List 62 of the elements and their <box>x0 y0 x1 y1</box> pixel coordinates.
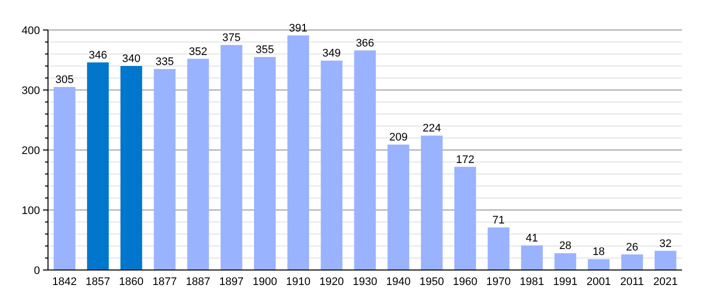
y-tick-label: 0 <box>34 265 40 277</box>
x-tick-label: 1877 <box>152 276 177 288</box>
x-tick-label: 1960 <box>452 276 478 288</box>
x-tick-label: 2021 <box>653 276 678 288</box>
x-tick-label: 1842 <box>52 276 77 288</box>
x-tick-label: 1970 <box>486 276 511 288</box>
data-label: 71 <box>492 214 505 226</box>
bar <box>488 227 510 270</box>
bar <box>87 62 109 270</box>
data-label: 32 <box>659 238 672 250</box>
bar <box>420 136 443 270</box>
data-label: 305 <box>55 74 74 86</box>
x-tick-label: 1857 <box>86 276 110 288</box>
x-tick-label: 1910 <box>286 276 310 288</box>
bar <box>120 66 142 270</box>
bar <box>521 245 543 270</box>
y-tick-label: 300 <box>22 85 40 97</box>
data-label: 209 <box>389 132 408 144</box>
data-label: 335 <box>156 56 174 68</box>
bar <box>654 250 676 270</box>
x-tick-label: 1900 <box>252 276 278 288</box>
bar <box>154 69 176 270</box>
y-tick-label: 100 <box>22 205 40 217</box>
x-tick-label: 1991 <box>553 276 578 288</box>
data-label: 340 <box>122 53 140 65</box>
x-tick-label: 1981 <box>520 276 544 288</box>
data-label: 391 <box>289 22 308 34</box>
bar <box>588 259 610 270</box>
data-label: 375 <box>222 32 241 44</box>
data-label: 352 <box>188 46 208 58</box>
bar <box>554 253 576 270</box>
x-tick-label: 1950 <box>420 276 444 288</box>
x-tick-label: 1897 <box>219 276 244 288</box>
data-label: 355 <box>256 44 274 56</box>
data-label: 172 <box>456 154 474 166</box>
y-tick-label: 200 <box>22 145 40 157</box>
x-tick-label: 2011 <box>620 276 644 288</box>
x-tick-label: 1940 <box>386 276 411 288</box>
bar <box>621 254 643 270</box>
bar <box>287 35 310 270</box>
bar <box>54 87 76 270</box>
bar <box>354 50 376 270</box>
x-tick-label: 1860 <box>119 276 144 288</box>
x-tick-label: 1887 <box>186 276 210 288</box>
data-label: 41 <box>526 232 538 244</box>
data-label: 366 <box>356 37 374 50</box>
data-label: 26 <box>626 241 638 254</box>
x-tick-label: 1920 <box>319 276 344 288</box>
bar <box>388 144 410 270</box>
bar <box>220 45 242 270</box>
bar <box>187 58 209 270</box>
data-label: 28 <box>559 240 572 252</box>
x-tick-label: 1930 <box>352 276 378 288</box>
x-tick-label: 2001 <box>586 276 611 288</box>
data-label: 18 <box>592 246 605 258</box>
y-tick-label: 400 <box>22 25 40 37</box>
bar <box>320 60 342 270</box>
data-label: 346 <box>88 49 108 62</box>
data-label: 224 <box>422 122 441 135</box>
data-label: 349 <box>322 48 341 60</box>
bar <box>454 166 476 270</box>
bar <box>254 57 276 270</box>
